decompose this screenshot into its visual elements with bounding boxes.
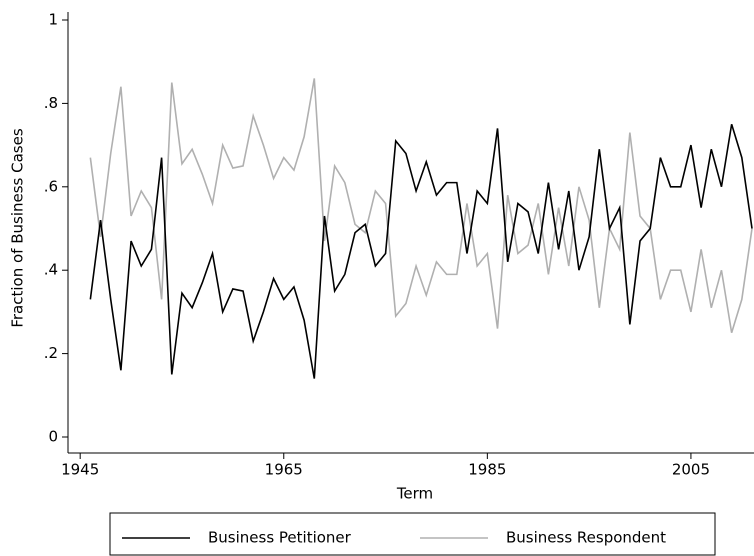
series-line (89, 78, 753, 333)
y-tick-label: .2 (44, 344, 58, 362)
x-tick-label: 1945 (61, 461, 99, 479)
legend-label: Business Petitioner (208, 529, 352, 547)
x-tick-label: 1985 (468, 461, 506, 479)
y-tick-label: .4 (44, 261, 58, 279)
y-tick-label: .8 (44, 94, 58, 112)
y-tick-label: 0 (48, 428, 58, 446)
y-tick-label: 1 (48, 11, 58, 29)
x-tick-label: 2005 (672, 461, 710, 479)
x-tick-label: 1965 (265, 461, 303, 479)
y-axis-label: Fraction of Business Cases (9, 128, 27, 327)
y-tick-label: .6 (44, 177, 58, 195)
legend-label: Business Respondent (506, 529, 666, 547)
x-axis-label: Term (396, 485, 433, 503)
series-line (89, 124, 753, 379)
legend-box (109, 512, 716, 556)
